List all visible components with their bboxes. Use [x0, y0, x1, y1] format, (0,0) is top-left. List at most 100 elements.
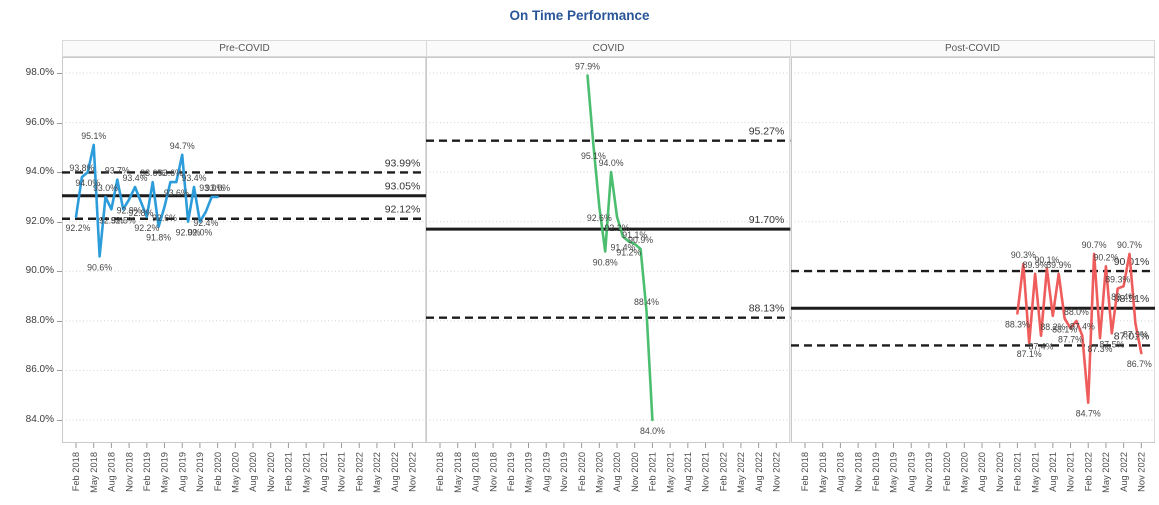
data-label: 84.0%: [640, 426, 665, 436]
panel-header-pre-covid: Pre-COVID: [62, 40, 426, 57]
x-axis-tick-label: Nov 2019: [924, 452, 934, 492]
y-axis-tick-label: 90.0%: [25, 265, 54, 277]
x-axis-tick-label: Nov 2022: [408, 452, 418, 492]
data-label: 90.7%: [1117, 240, 1142, 250]
data-label: 87.7%: [1058, 334, 1083, 344]
data-label: 93.6%: [158, 168, 183, 178]
data-label: 92.0%: [176, 228, 201, 238]
lcl-label: 87.01%: [1113, 330, 1149, 342]
y-axis-tick-mark: [57, 73, 62, 74]
x-axis-tick-label: Aug 2021: [319, 452, 329, 492]
data-label: 91.8%: [146, 233, 171, 243]
data-label: 92.2%: [134, 223, 159, 233]
data-label: 90.8%: [593, 257, 618, 267]
x-axis-tick-label: May 2021: [301, 452, 311, 493]
data-label: 93.6%: [140, 168, 165, 178]
x-axis-tick-label: Feb 2018: [800, 452, 810, 491]
data-label: 87.1%: [1016, 349, 1041, 359]
data-label: 90.7%: [1081, 240, 1106, 250]
x-axis-tick-label: May 2018: [89, 452, 99, 493]
data-label: 92.6%: [587, 213, 612, 223]
data-label: 92.5%: [99, 215, 124, 225]
lcl-label: 92.12%: [385, 204, 421, 216]
data-label: 93.0%: [199, 183, 224, 193]
y-axis-tick-label: 84.0%: [25, 414, 54, 425]
x-axis-tick-label: Feb 2022: [354, 452, 364, 491]
x-axis-tick-label: May 2021: [1030, 452, 1040, 493]
x-axis-tick-label: Aug 2022: [754, 452, 764, 492]
x-axis-tick-label: Nov 2021: [1065, 452, 1075, 492]
data-label: 94.0%: [599, 158, 624, 168]
data-label: 90.9%: [628, 235, 653, 245]
panel-header-covid: COVID: [426, 40, 790, 57]
x-axis-tick-label: May 2019: [160, 452, 170, 493]
y-axis-tick-label: 86.0%: [25, 364, 54, 376]
y-axis-tick-mark: [57, 221, 62, 223]
x-axis-tick-label: May 2019: [888, 452, 898, 493]
panel-post-covid: 90.01% 87.01% 88.51% 88.3% 90.3% 87.1% 89.9% 87…: [790, 57, 1155, 505]
data-label: 93.6%: [164, 188, 189, 198]
data-label: 92.6%: [152, 213, 177, 223]
x-axis-tick-label: Nov 2022: [1136, 452, 1146, 492]
data-label: 89.4%: [1111, 292, 1136, 302]
data-label: 93.4%: [123, 173, 148, 183]
y-axis-tick-label: 92.0%: [25, 215, 54, 227]
x-axis-tick-label: May 2020: [595, 452, 605, 493]
x-axis-tick-label: Nov 2021: [701, 452, 711, 492]
data-label: 94.0%: [75, 178, 100, 188]
data-label: 93.0%: [205, 183, 230, 193]
x-axis-tick-label: Nov 2019: [195, 452, 205, 492]
chart-canvas-covid: 95.27% 88.13% 91.70% 97.9% 95.1% 92.6% 90.8% 94…: [426, 57, 791, 493]
x-axis-tick-label: Feb 2022: [1083, 452, 1093, 491]
x-axis-tick-label: May 2018: [453, 452, 463, 493]
x-axis-tick-label: May 2022: [372, 452, 382, 493]
x-axis-tick-label: Aug 2019: [906, 452, 916, 492]
x-axis-tick-label: Nov 2018: [853, 452, 863, 492]
data-label: 94.7%: [170, 141, 195, 151]
data-label: 87.9%: [1123, 329, 1148, 339]
x-axis-tick-label: May 2021: [666, 452, 676, 493]
x-axis-tick-label: Feb 2019: [871, 452, 881, 491]
x-axis-tick-label: Nov 2020: [995, 452, 1005, 492]
data-label: 93.7%: [105, 166, 130, 176]
x-axis-tick-label: Nov 2021: [337, 452, 347, 492]
mean-label: 93.05%: [385, 181, 421, 193]
x-axis-tick-label: Nov 2020: [266, 452, 276, 492]
data-label: 88.2%: [1040, 322, 1065, 332]
data-label: 88.3%: [1005, 319, 1030, 329]
data-label: 89.9%: [1046, 260, 1071, 270]
x-axis-tick-label: Aug 2022: [390, 452, 400, 492]
x-axis-tick-label: Aug 2020: [248, 452, 258, 492]
series-line-post-covid: [1015, 252, 1143, 405]
data-label: 95.1%: [81, 131, 106, 141]
data-label: 87.5%: [1099, 339, 1124, 349]
x-axis-tick-label: Nov 2022: [772, 452, 782, 492]
lcl-label: 88.13%: [749, 303, 785, 315]
x-axis-tick-label: Nov 2020: [630, 452, 640, 492]
panel-covid: 95.27% 88.13% 91.70% 97.9% 95.1% 92.6% 90.8% 94…: [426, 57, 791, 505]
data-label: 88.0%: [1064, 307, 1089, 317]
x-axis-tick-label: Aug 2019: [177, 452, 187, 492]
data-label: 90.6%: [87, 262, 112, 272]
data-label: 93.4%: [182, 173, 207, 183]
data-label: 88.1%: [1052, 324, 1077, 334]
x-axis-tick-label: May 2019: [524, 452, 534, 493]
x-axis-tick-label: May 2020: [231, 452, 241, 493]
data-label: 87.4%: [1070, 322, 1095, 332]
y-axis-tick-mark: [57, 370, 62, 372]
data-label: 92.4%: [193, 218, 218, 228]
series-line-pre-covid: [74, 143, 219, 258]
x-axis-tick-label: May 2018: [818, 452, 828, 493]
ucl-label: 95.27%: [749, 126, 785, 138]
y-axis-tick-label: 94.0%: [25, 166, 54, 178]
y-axis-tick-mark: [57, 420, 62, 421]
y-axis-tick-mark: [57, 320, 62, 322]
data-label: 93.8%: [69, 163, 94, 173]
x-axis-tick-label: Feb 2021: [284, 452, 294, 491]
panel-border: [62, 57, 427, 443]
x-axis-tick-label: Feb 2020: [941, 452, 951, 491]
data-label: 90.3%: [1011, 250, 1036, 260]
x-axis-tick-label: Feb 2020: [577, 452, 587, 491]
data-label: 89.9%: [1022, 260, 1047, 270]
